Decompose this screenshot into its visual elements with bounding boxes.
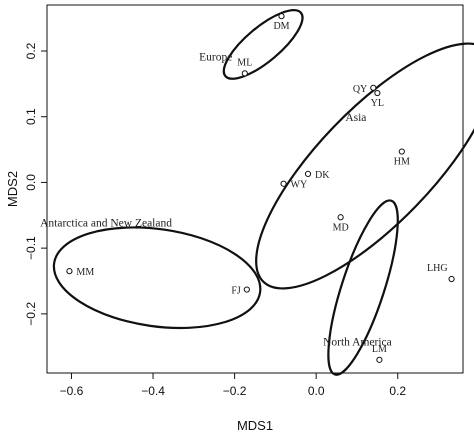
group-label: North America [323, 337, 392, 349]
point-label: LM [372, 344, 387, 355]
point-label: DK [315, 170, 330, 181]
y-tick-label: 0.0 [24, 174, 38, 191]
point-label: WY [291, 180, 308, 191]
data-point [278, 13, 285, 20]
y-tick-label: −0.1 [24, 236, 38, 260]
point-label: HM [394, 157, 410, 168]
y-tick-label: 0.1 [24, 108, 38, 125]
group-ellipse [52, 226, 262, 330]
data-point [448, 275, 455, 283]
data-point [374, 89, 381, 97]
point-label: MM [76, 267, 94, 278]
data-point [370, 84, 377, 91]
data-point [241, 70, 248, 77]
group-label: Asia [345, 112, 366, 124]
point-label: QY [353, 84, 367, 95]
point-label: DM [273, 21, 289, 32]
group-label: Europe [199, 51, 232, 63]
group-label: Antarctica and New Zealand [40, 218, 172, 230]
x-tick-label: 0.2 [389, 384, 406, 398]
point-label: YL [371, 98, 384, 109]
y-axis-title: MDS2 [5, 171, 20, 207]
data-point [376, 356, 383, 363]
group-ellipse [327, 199, 399, 376]
data-point [337, 214, 344, 221]
plot-frame [46, 4, 464, 374]
x-tick-label: −0.2 [223, 384, 247, 398]
y-tick-label: −0.2 [24, 302, 38, 326]
point-label: FJ [231, 286, 241, 297]
data-points: DM ML QY YL HM DK WY MD LHG MM FJ LM [66, 13, 455, 363]
data-point [398, 148, 405, 155]
data-point [304, 170, 312, 177]
x-tick-label: 0.0 [308, 384, 325, 398]
y-tick-label: 0.2 [24, 42, 38, 59]
data-point [66, 268, 73, 275]
x-axis-title: MDS1 [237, 418, 273, 433]
group-ellipse [255, 42, 474, 290]
group-ellipse [222, 9, 304, 80]
data-point [243, 286, 250, 293]
point-label: MD [333, 222, 349, 233]
x-tick-label: −0.6 [60, 384, 84, 398]
x-tick-label: −0.4 [141, 384, 165, 398]
group-ellipses: Europe Asia Antarctica and New Zealand Nort… [40, 9, 474, 376]
data-point [280, 180, 287, 187]
axes: −0.6 −0.4 −0.2 0.0 0.2 −0.2 −0.1 0.0 0.1 0.2 [24, 42, 406, 398]
point-label: LHG [427, 263, 448, 274]
point-label: ML [237, 57, 252, 68]
